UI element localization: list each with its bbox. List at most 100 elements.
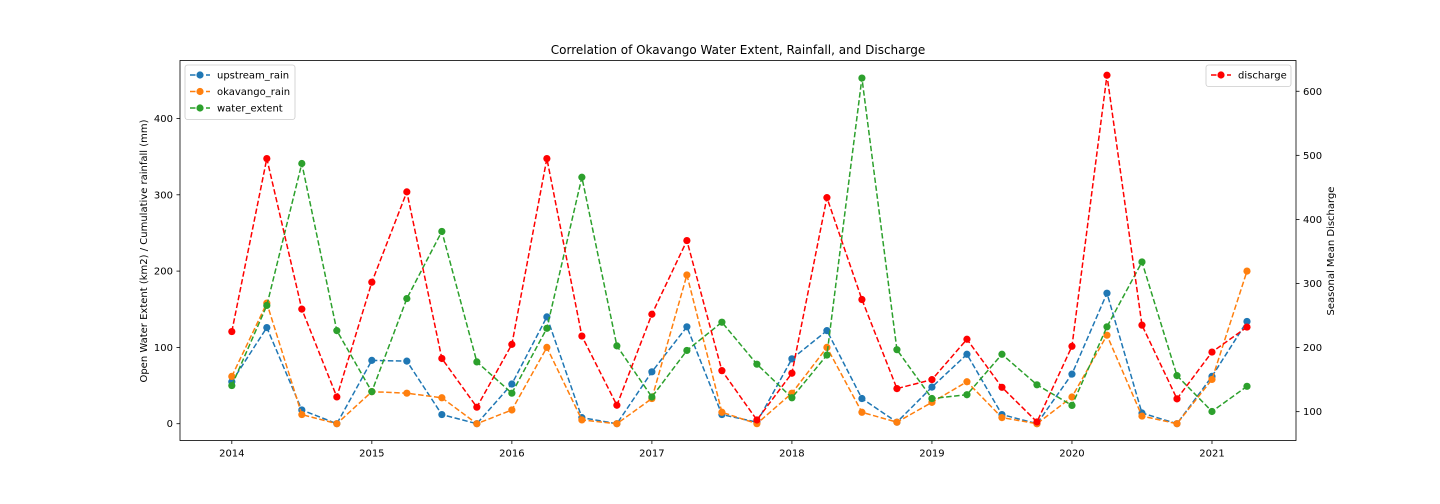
x-tick-label: 2020 (1059, 449, 1084, 460)
legend-item-okavango_rain: okavango_rain (190, 87, 290, 98)
data-point-discharge-21 (963, 335, 971, 343)
series-water_extent (228, 74, 1251, 416)
series-line-discharge (231, 75, 1248, 424)
data-point-discharge-9 (543, 154, 551, 163)
y-left-tick-label: 200 (154, 267, 173, 278)
legend-item-water_extent: water_extent (190, 104, 283, 115)
x-tick-label: 2017 (639, 449, 664, 460)
data-point-water_extent-3 (333, 327, 341, 335)
data-point-discharge-19 (893, 384, 901, 393)
data-point-discharge-7 (473, 403, 481, 411)
data-point-water_extent-28 (1208, 407, 1216, 416)
data-point-water_extent-1 (263, 301, 271, 310)
data-point-water_extent-19 (893, 346, 901, 354)
x-tick-label: 2016 (499, 449, 524, 460)
y-right-tick-label: 200 (1303, 343, 1322, 354)
data-point-water_extent-25 (1103, 323, 1111, 331)
data-point-upstream_rain-18 (858, 394, 866, 403)
data-point-upstream_rain-8 (508, 380, 516, 388)
data-point-upstream_rain-13 (683, 323, 691, 331)
data-point-water_extent-13 (683, 346, 691, 355)
data-point-okavango_rain-3 (333, 420, 341, 428)
data-point-discharge-20 (928, 376, 936, 384)
y-axis-label-right: Seasonal Mean Discharge (1326, 187, 1337, 316)
legend-swatch-marker (1217, 71, 1225, 79)
legend-item-upstream_rain: upstream_rain (190, 71, 289, 82)
data-point-okavango_rain-7 (473, 420, 481, 428)
series-line-upstream_rain (231, 291, 1248, 425)
data-point-water_extent-4 (368, 388, 376, 396)
legend-label: water_extent (217, 104, 283, 115)
y-left-tick-label: 400 (154, 114, 173, 125)
data-point-discharge-27 (1173, 395, 1181, 403)
data-point-water_extent-23 (1033, 381, 1041, 389)
y-right-tick-label: 300 (1303, 279, 1322, 290)
data-point-water_extent-29 (1243, 382, 1251, 390)
data-point-discharge-5 (403, 188, 411, 196)
data-point-upstream_rain-20 (928, 383, 936, 391)
data-point-discharge-11 (613, 401, 621, 409)
series-upstream_rain (228, 289, 1251, 428)
data-point-water_extent-6 (438, 227, 446, 236)
y-right-tick-label: 100 (1303, 407, 1322, 418)
data-point-water_extent-18 (858, 74, 866, 82)
data-point-upstream_rain-21 (963, 350, 971, 358)
data-point-discharge-17 (823, 194, 831, 202)
data-point-discharge-8 (508, 340, 516, 348)
data-point-discharge-28 (1208, 348, 1216, 356)
y-axis-label-left: Open Water Extent (km2) / Cumulative rai… (139, 119, 150, 382)
data-point-okavango_rain-18 (858, 408, 866, 416)
data-point-discharge-10 (578, 332, 586, 340)
legend-label: discharge (1238, 71, 1287, 82)
data-point-discharge-0 (228, 327, 236, 336)
series-line-water_extent (231, 77, 1248, 413)
legend-frame (184, 64, 296, 120)
data-point-water_extent-8 (508, 389, 516, 397)
plot-frame (179, 60, 1297, 441)
data-point-water_extent-2 (298, 159, 306, 168)
data-point-water_extent-24 (1068, 401, 1076, 409)
data-point-discharge-16 (788, 369, 796, 377)
y-right-tick-label: 400 (1303, 215, 1322, 226)
data-point-okavango_rain-13 (683, 271, 691, 279)
data-point-upstream_rain-17 (823, 327, 831, 335)
series-discharge (228, 71, 1251, 426)
plot-area (228, 71, 1251, 428)
legend-left: upstream_rain okavango_rain water_extent (184, 64, 296, 120)
data-point-upstream_rain-29 (1243, 317, 1251, 326)
data-point-water_extent-0 (228, 381, 236, 390)
data-point-okavango_rain-11 (613, 420, 621, 428)
data-point-discharge-25 (1103, 71, 1111, 79)
data-point-okavango_rain-21 (963, 378, 971, 386)
chart-title: Correlation of Okavango Water Extent, Ra… (551, 43, 925, 57)
x-tick-label: 2014 (219, 449, 244, 460)
y-left-tick-label: 300 (154, 190, 173, 201)
data-point-okavango_rain-10 (578, 416, 586, 424)
data-point-discharge-22 (998, 383, 1006, 391)
series-line-okavango_rain (231, 270, 1248, 425)
data-point-water_extent-15 (753, 360, 761, 368)
y-right-tick-label: 600 (1303, 87, 1322, 98)
data-point-okavango_rain-0 (228, 372, 236, 380)
data-point-okavango_rain-17 (823, 343, 831, 352)
data-point-water_extent-22 (998, 350, 1006, 358)
data-point-discharge-24 (1068, 342, 1076, 350)
legend-item-discharge: discharge (1211, 71, 1287, 82)
legend-label: upstream_rain (217, 71, 289, 82)
data-point-water_extent-27 (1173, 372, 1181, 380)
data-point-water_extent-26 (1138, 258, 1146, 266)
data-point-discharge-4 (368, 278, 376, 286)
data-point-discharge-29 (1243, 323, 1251, 331)
data-point-water_extent-11 (613, 342, 621, 350)
legend-swatch-marker (196, 71, 204, 79)
data-point-discharge-13 (683, 236, 691, 245)
x-tick-label: 2021 (1199, 449, 1224, 460)
data-point-okavango_rain-8 (508, 406, 516, 414)
data-point-okavango_rain-9 (543, 343, 551, 352)
legend-swatch-marker (196, 104, 204, 112)
data-point-okavango_rain-2 (298, 410, 306, 419)
data-point-okavango_rain-24 (1068, 393, 1076, 401)
data-point-okavango_rain-19 (893, 418, 901, 426)
data-point-discharge-6 (438, 354, 446, 363)
